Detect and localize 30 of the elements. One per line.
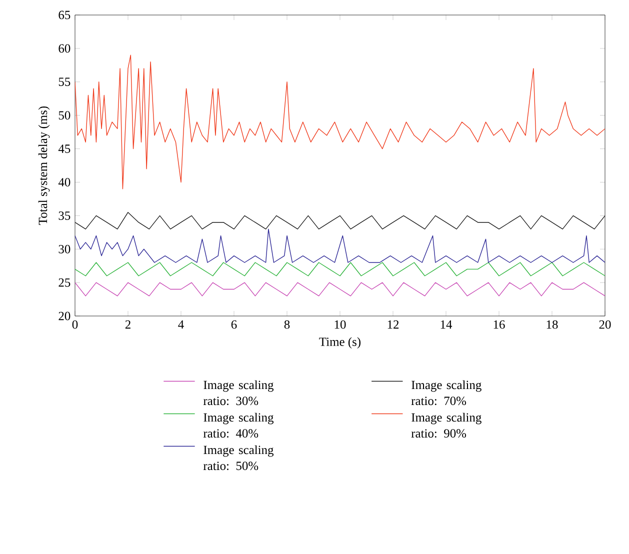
y-tick-label: 25 [58, 278, 70, 287]
x-tick-label: 20 [599, 320, 611, 329]
x-tick-label: 12 [388, 320, 399, 329]
x-tick-label: 2 [125, 320, 130, 329]
y-tick-label: 30 [58, 244, 70, 254]
x-tick-label: 6 [231, 320, 237, 329]
y-tick-label: 60 [58, 44, 70, 53]
legend-label: Image scaling ratio: 90% [411, 412, 482, 438]
x-tick-label: 14 [440, 320, 452, 329]
line-series [75, 228, 606, 263]
x-tick-label: 4 [178, 320, 184, 329]
legend-label: Image scaling ratio: 40% [203, 412, 274, 438]
line-series [75, 212, 606, 230]
legend-label: Image scaling ratio: 50% [203, 445, 274, 470]
x-tick-label: 10 [334, 320, 346, 329]
y-tick-label: 65 [58, 10, 70, 20]
legend-label: Image scaling ratio: 30% [203, 380, 274, 406]
y-axis-title: Total system delay (ms) [38, 106, 50, 225]
y-tick-label: 40 [58, 178, 70, 186]
x-tick-label: 8 [284, 320, 290, 329]
y-tick-label: 50 [58, 111, 70, 120]
y-tick-label: 45 [58, 144, 70, 153]
y-tick-label: 35 [58, 211, 70, 220]
x-tick-label: 0 [72, 320, 78, 329]
legend-label: Image scaling ratio: 70% [411, 380, 482, 406]
y-tick-label: 20 [58, 312, 70, 320]
x-axis-title: Time (s) [319, 337, 360, 349]
x-tick-label: 16 [494, 320, 505, 329]
x-tick-label: 18 [546, 320, 558, 329]
y-tick-label: 55 [58, 78, 70, 86]
